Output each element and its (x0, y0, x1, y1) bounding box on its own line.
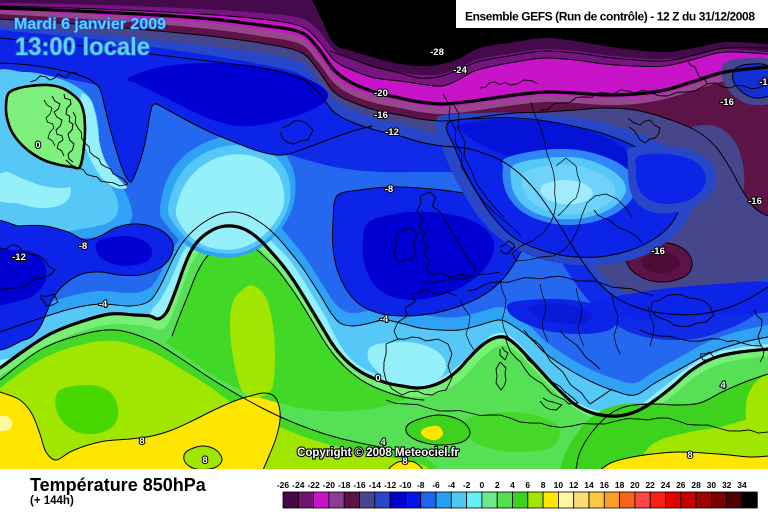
svg-text:-8: -8 (79, 241, 87, 252)
svg-text:-16: -16 (759, 77, 768, 88)
svg-text:20: 20 (630, 480, 640, 490)
svg-text:6: 6 (525, 480, 530, 490)
svg-text:Mardi 6 janvier 2009: Mardi 6 janvier 2009 (14, 16, 166, 33)
svg-text:-12: -12 (12, 252, 26, 263)
svg-text:-16: -16 (651, 246, 665, 257)
svg-text:0: 0 (375, 373, 380, 384)
svg-text:12: 12 (569, 480, 579, 490)
svg-text:0: 0 (35, 140, 40, 151)
svg-text:18: 18 (615, 480, 625, 490)
svg-text:-28: -28 (430, 47, 444, 58)
svg-text:Copyright © 2008 Meteociel.fr: Copyright © 2008 Meteociel.fr (297, 447, 459, 459)
svg-text:10: 10 (554, 480, 564, 490)
svg-text:22: 22 (645, 480, 655, 490)
svg-text:13:00 locale: 13:00 locale (15, 33, 150, 61)
svg-text:4: 4 (720, 380, 726, 391)
svg-text:-16: -16 (353, 480, 366, 490)
svg-text:28: 28 (691, 480, 701, 490)
svg-text:4: 4 (510, 480, 515, 490)
svg-text:-18: -18 (338, 480, 351, 490)
svg-text:-16: -16 (374, 110, 388, 121)
svg-text:8: 8 (541, 480, 546, 490)
svg-text:-4: -4 (380, 314, 389, 325)
svg-text:8: 8 (139, 436, 144, 447)
svg-text:34: 34 (737, 480, 747, 490)
svg-text:24: 24 (661, 480, 671, 490)
svg-text:30: 30 (707, 480, 717, 490)
svg-text:-14: -14 (369, 480, 382, 490)
svg-text:(+ 144h): (+ 144h) (30, 495, 74, 507)
svg-text:4: 4 (380, 437, 386, 448)
svg-text:2: 2 (495, 480, 500, 490)
svg-text:Température 850hPa: Température 850hPa (30, 475, 207, 495)
svg-text:-16: -16 (720, 97, 734, 108)
svg-text:-22: -22 (307, 480, 320, 490)
svg-text:-10: -10 (399, 480, 412, 490)
svg-text:-20: -20 (374, 88, 388, 99)
svg-text:32: 32 (722, 480, 732, 490)
svg-text:-4: -4 (99, 299, 108, 310)
svg-text:-4: -4 (448, 480, 456, 490)
svg-text:-24: -24 (292, 480, 305, 490)
svg-text:-20: -20 (323, 480, 336, 490)
svg-text:0: 0 (480, 480, 485, 490)
svg-text:26: 26 (676, 480, 686, 490)
svg-text:-8: -8 (385, 184, 393, 195)
svg-text:-6: -6 (432, 480, 440, 490)
svg-text:Ensemble GEFS (Run de contrôle: Ensemble GEFS (Run de contrôle) - 12 Z d… (465, 10, 755, 24)
svg-text:8: 8 (202, 455, 207, 466)
svg-text:16: 16 (600, 480, 610, 490)
svg-text:-8: -8 (417, 480, 425, 490)
svg-text:-12: -12 (385, 127, 399, 138)
svg-text:14: 14 (584, 480, 594, 490)
svg-text:-2: -2 (463, 480, 471, 490)
svg-text:-16: -16 (748, 196, 762, 207)
svg-text:-26: -26 (277, 480, 290, 490)
svg-text:-24: -24 (453, 65, 467, 76)
svg-text:8: 8 (402, 456, 407, 467)
svg-text:-12: -12 (384, 480, 397, 490)
svg-text:8: 8 (687, 450, 692, 461)
